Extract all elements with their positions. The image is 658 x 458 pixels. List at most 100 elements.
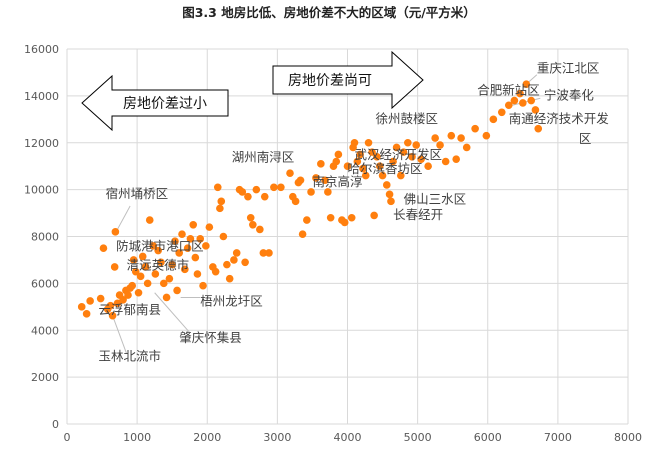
data-point: [534, 124, 543, 133]
arrow-label-left: 房地价差过小: [123, 96, 207, 112]
data-point: [353, 157, 362, 166]
leader-lines: [112, 74, 541, 354]
data-point: [131, 267, 140, 276]
data-point: [385, 190, 394, 199]
data-point: [157, 258, 165, 267]
data-point: [230, 256, 238, 264]
data-point: [128, 281, 137, 290]
data-point: [324, 188, 332, 196]
arrow-shape-left: [81, 74, 229, 132]
data-point: [223, 260, 231, 269]
data-point: [196, 235, 205, 243]
point-label: 宁波奉化: [544, 87, 595, 102]
data-point: [364, 138, 373, 147]
point-label: 南通经济技术开发: [509, 111, 610, 126]
point-label: 云浮郁南县: [99, 302, 162, 317]
data-point: [162, 293, 171, 302]
data-point: [86, 297, 94, 305]
data-point: [99, 244, 108, 253]
y-tick-label: 2000: [31, 371, 59, 384]
data-point: [457, 134, 465, 142]
data-point: [186, 235, 195, 243]
data-point: [189, 220, 198, 229]
data-point: [326, 213, 335, 222]
data-points: [77, 80, 543, 320]
chart-title: 图3.3 地房比低、房地价差不大的区域（元/平方米）: [182, 5, 476, 20]
data-point: [134, 288, 143, 297]
data-point: [244, 192, 252, 201]
data-point: [178, 230, 186, 238]
data-point: [202, 242, 210, 250]
point-label: 梧州龙圩区: [200, 294, 263, 309]
leader-line: [115, 205, 131, 233]
data-point: [334, 150, 343, 159]
data-point: [175, 249, 183, 257]
y-tick-label: 10000: [24, 184, 59, 197]
data-point: [119, 295, 127, 304]
arrow-shape-right: [272, 50, 424, 110]
data-point: [143, 279, 152, 288]
data-point: [149, 242, 158, 250]
x-tick-label: 8000: [614, 431, 642, 444]
data-point: [527, 96, 536, 105]
point-label: 宿州埇桥区: [106, 186, 169, 201]
data-point: [106, 301, 115, 310]
data-point: [387, 197, 395, 206]
x-tick-label: 5000: [404, 431, 432, 444]
data-point: [462, 143, 471, 152]
data-point: [368, 148, 376, 156]
x-tick-label: 6000: [474, 431, 502, 444]
data-point: [136, 272, 145, 281]
data-point: [241, 258, 249, 267]
y-tick-label: 14000: [24, 90, 59, 103]
data-point: [417, 155, 425, 163]
data-point: [96, 294, 105, 303]
x-tick-label: 2000: [193, 431, 221, 444]
data-point: [165, 274, 174, 283]
data-point: [145, 216, 154, 224]
data-point: [340, 218, 349, 227]
data-point: [213, 183, 222, 192]
data-point: [110, 263, 119, 271]
data-point: [396, 171, 405, 180]
data-point: [343, 162, 352, 170]
data-point: [424, 162, 432, 170]
arrow-label-right: 房地价差尚可: [288, 73, 372, 89]
point-label: 合肥新站区: [477, 83, 540, 98]
axis-ticks: 0 2000 4000 6000 8000 10000 12000 14000 16000 0 10…: [24, 43, 642, 444]
data-point: [399, 148, 408, 156]
data-point: [246, 213, 255, 222]
data-point: [225, 274, 234, 283]
data-point: [370, 211, 378, 220]
data-point: [375, 162, 384, 170]
data-point: [298, 230, 307, 238]
data-point: [482, 131, 491, 140]
data-point: [471, 124, 479, 133]
data-point: [256, 225, 264, 234]
x-tick-label: 3000: [263, 431, 291, 444]
data-point: [516, 89, 524, 98]
data-point: [452, 155, 460, 163]
y-tick-label: 8000: [31, 231, 59, 244]
data-point: [510, 96, 519, 105]
data-point: [303, 216, 311, 224]
data-point: [519, 99, 527, 107]
data-point: [447, 131, 456, 140]
leader-line: [112, 315, 128, 354]
data-point: [138, 252, 147, 261]
y-tick-label: 16000: [24, 43, 59, 56]
data-point: [199, 281, 207, 290]
data-point: [389, 157, 397, 166]
point-label: 佛山三水区: [404, 192, 467, 207]
data-point: [183, 244, 192, 253]
data-point: [350, 138, 359, 147]
point-label: 长春经开: [393, 207, 443, 222]
point-label: 肇庆怀集县: [179, 330, 242, 345]
data-point: [77, 303, 86, 311]
data-point: [296, 176, 305, 185]
data-point: [216, 204, 224, 213]
data-point: [113, 299, 122, 308]
data-point: [211, 267, 220, 276]
y-tick-label: 4000: [31, 324, 59, 337]
x-tick-label: 1000: [123, 431, 151, 444]
